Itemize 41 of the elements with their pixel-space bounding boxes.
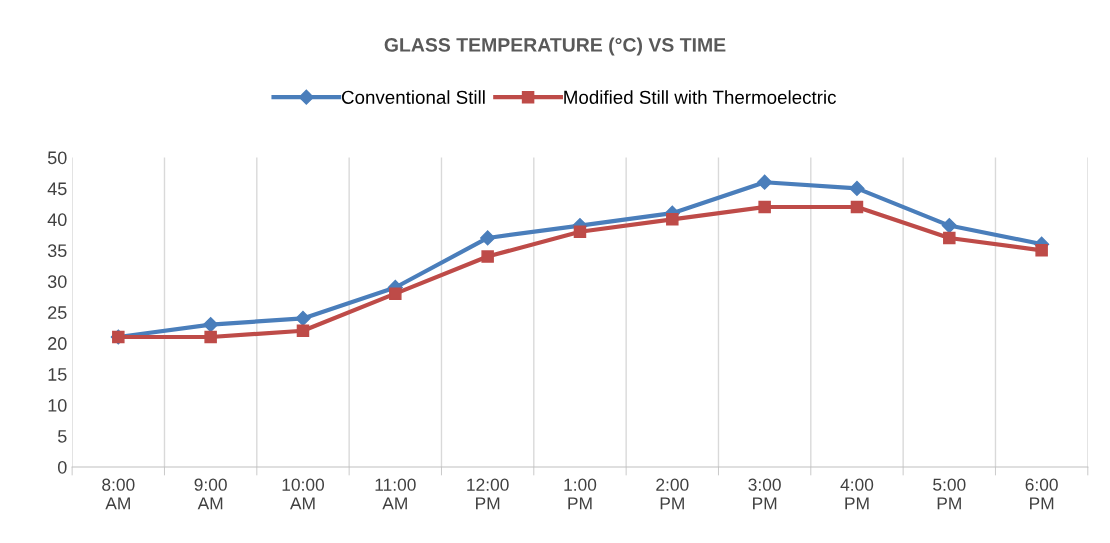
x-tick-label: 10:00 AM [282, 478, 325, 510]
y-tick-label: 45 [47, 182, 67, 196]
y-tick-label: 20 [48, 337, 67, 350]
point [204, 330, 217, 344]
y-tick-label: 5 [57, 430, 67, 443]
y-tick-label: 0 [57, 460, 67, 474]
legend-label: Conventional Still [341, 90, 485, 104]
x-tick-label: 9:00 AM [194, 478, 227, 510]
point [1035, 244, 1048, 257]
x-tick-label: 4:00 PM [840, 478, 874, 510]
x-tick-label: 2:00 PM [656, 478, 689, 510]
y-tick-label: 30 [47, 275, 67, 288]
x-tick-label: 3:00 PM [748, 478, 781, 510]
x-tick-label: 12:00 PM [467, 478, 509, 510]
point [941, 217, 957, 234]
y-tick-label: 10 [48, 399, 67, 412]
y-tick-label: 35 [47, 244, 67, 258]
y-tick-label: 40 [47, 213, 67, 227]
point [757, 174, 773, 190]
chart-title: GLASS TEMPERATURE (°C) VS TIME [384, 37, 726, 56]
point [295, 310, 311, 326]
point [758, 200, 771, 214]
x-tick-label: 5:00 PM [933, 478, 966, 510]
point [481, 250, 494, 263]
point [850, 200, 864, 214]
y-tick-label: 25 [48, 306, 67, 319]
point [480, 230, 496, 246]
x-tick-label: 8:00 AM [102, 478, 135, 510]
legend-label: Modified Still with Thermoelectric [564, 90, 836, 104]
x-tick-label: 11:00 AM [375, 478, 416, 510]
y-tick-label: 15 [48, 368, 67, 381]
point [389, 287, 402, 300]
x-tick-label: 1:00 PM [564, 478, 597, 510]
point [849, 180, 865, 196]
y-tick-label: 50 [47, 151, 67, 165]
point [203, 317, 219, 333]
point [573, 225, 587, 239]
point [296, 324, 310, 338]
point [943, 231, 956, 245]
x-tick-label: 6:00 PM [1025, 478, 1058, 510]
point [666, 213, 679, 226]
